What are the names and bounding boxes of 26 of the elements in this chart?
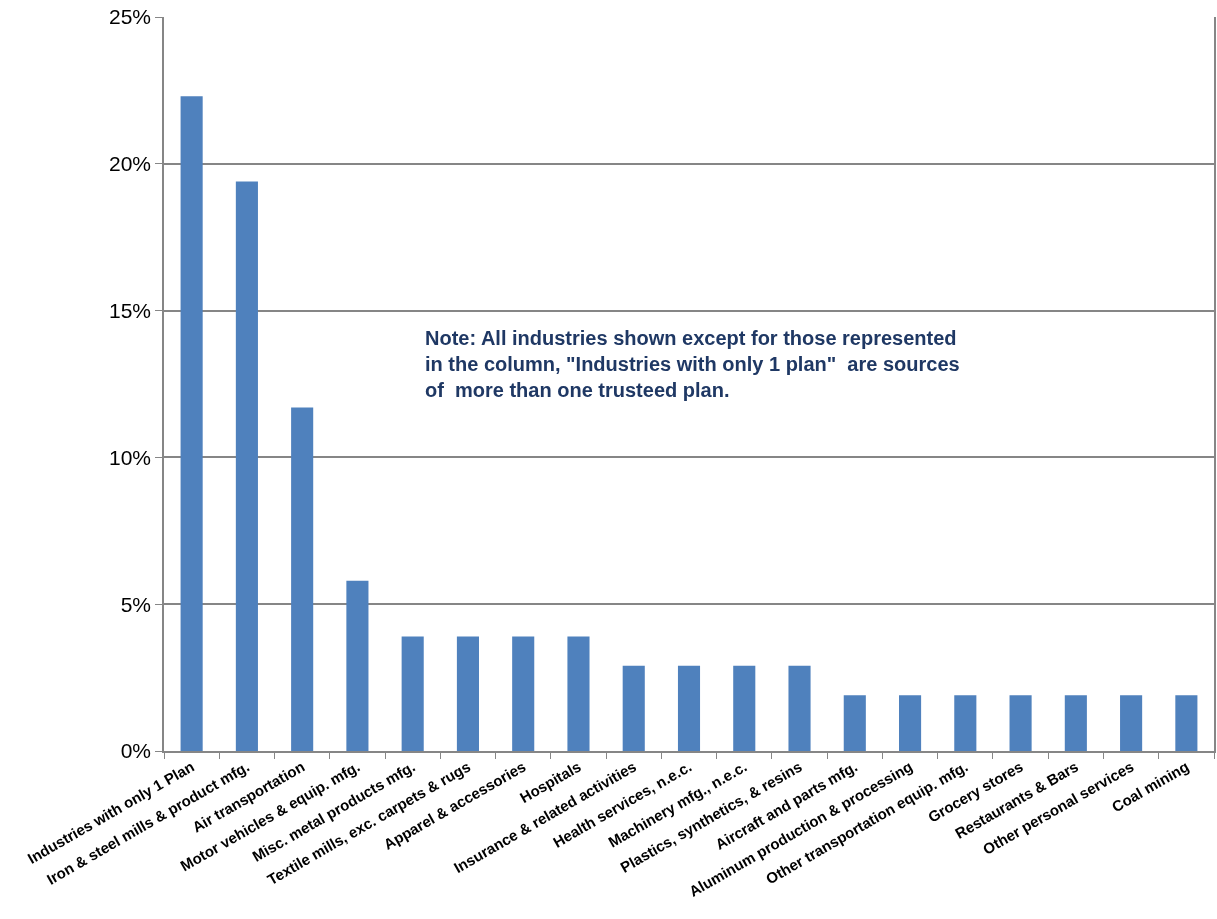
annotation: Note: All industries shown except for those represented in the column, "Industries with only 1 plan" are sources of more than one trusteed plan. — [425, 327, 960, 401]
bar — [733, 665, 756, 751]
bar — [180, 96, 203, 751]
bar — [346, 580, 369, 751]
y-tick-label: 10% — [109, 445, 152, 469]
bar — [567, 636, 590, 751]
y-tick-label: 25% — [109, 5, 152, 29]
bar — [899, 695, 922, 751]
bar — [1064, 695, 1087, 751]
bar — [843, 695, 866, 751]
bar — [622, 665, 645, 751]
bar — [954, 695, 977, 751]
y-tick-label: 0% — [120, 739, 152, 763]
y-tick-label: 20% — [109, 152, 152, 176]
y-tick-label: 15% — [109, 298, 152, 322]
bar — [1009, 695, 1032, 751]
bar — [1120, 695, 1143, 751]
bar — [291, 407, 314, 751]
bar — [788, 665, 811, 751]
bar — [512, 636, 535, 751]
bar — [1175, 695, 1198, 751]
y-tick-label: 5% — [120, 592, 152, 616]
bar — [235, 181, 258, 751]
bar — [456, 636, 479, 751]
bar — [677, 665, 701, 751]
bar — [401, 636, 424, 751]
